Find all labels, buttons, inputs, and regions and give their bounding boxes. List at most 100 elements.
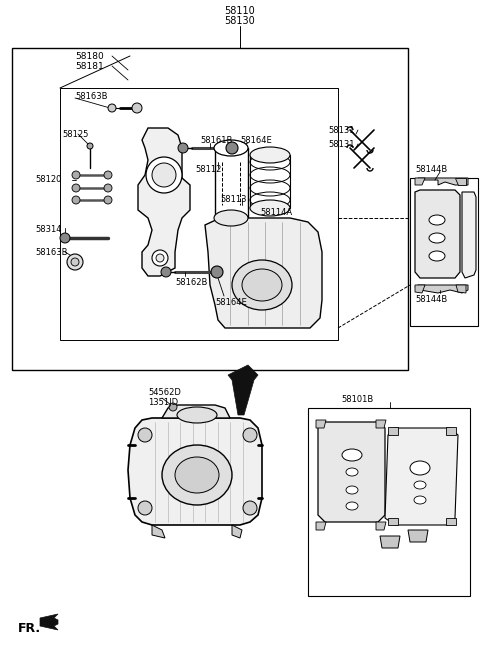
Ellipse shape [162, 445, 232, 505]
Text: 58114A: 58114A [260, 208, 292, 217]
Text: 58180: 58180 [75, 52, 104, 61]
Polygon shape [415, 285, 468, 293]
Polygon shape [415, 190, 460, 278]
Text: 1351JD: 1351JD [148, 398, 178, 407]
Circle shape [226, 142, 238, 154]
Circle shape [178, 143, 188, 153]
Polygon shape [446, 427, 456, 435]
Polygon shape [376, 420, 386, 428]
Bar [308, 408, 470, 596]
Circle shape [243, 501, 257, 515]
Circle shape [104, 171, 112, 179]
Polygon shape [380, 536, 400, 548]
Circle shape [67, 254, 83, 270]
Text: 58110: 58110 [225, 6, 255, 16]
Polygon shape [456, 285, 466, 293]
Ellipse shape [429, 215, 445, 225]
Ellipse shape [346, 486, 358, 494]
Text: 58112: 58112 [195, 165, 221, 174]
Text: 58181: 58181 [75, 62, 104, 71]
Polygon shape [318, 422, 385, 522]
Text: 58125: 58125 [62, 130, 88, 139]
Polygon shape [152, 525, 165, 538]
Circle shape [72, 184, 80, 192]
Circle shape [152, 250, 168, 266]
Circle shape [104, 184, 112, 192]
Circle shape [60, 233, 70, 243]
Text: 58101B: 58101B [342, 395, 374, 404]
Circle shape [146, 157, 182, 193]
Ellipse shape [232, 260, 292, 310]
Circle shape [132, 103, 142, 113]
Circle shape [243, 428, 257, 442]
Polygon shape [408, 530, 428, 542]
Ellipse shape [429, 233, 445, 243]
Circle shape [72, 171, 80, 179]
Polygon shape [205, 218, 322, 328]
Text: 58164E: 58164E [215, 298, 247, 307]
Text: FR.: FR. [18, 622, 41, 635]
Circle shape [108, 104, 116, 112]
Ellipse shape [250, 200, 290, 216]
Ellipse shape [346, 468, 358, 476]
Text: 58163B: 58163B [35, 248, 68, 257]
Circle shape [152, 163, 176, 187]
Circle shape [87, 143, 93, 149]
Ellipse shape [214, 140, 248, 156]
Text: 58162B: 58162B [175, 278, 207, 287]
Text: 58144B: 58144B [415, 165, 447, 174]
Polygon shape [455, 178, 466, 185]
Bar [410, 178, 478, 326]
Text: 58161B: 58161B [200, 136, 232, 145]
Bar [12, 48, 408, 370]
Ellipse shape [346, 502, 358, 510]
Ellipse shape [342, 449, 362, 461]
Ellipse shape [414, 481, 426, 489]
Polygon shape [446, 518, 456, 525]
Text: 58120: 58120 [35, 175, 61, 184]
Ellipse shape [177, 407, 217, 423]
Text: 58164E: 58164E [240, 136, 272, 145]
Bar [60, 88, 338, 340]
Polygon shape [388, 427, 398, 435]
Polygon shape [128, 418, 262, 525]
Circle shape [71, 258, 79, 266]
Circle shape [138, 501, 152, 515]
Polygon shape [162, 405, 230, 418]
Ellipse shape [175, 457, 219, 493]
Text: 58131: 58131 [328, 140, 355, 149]
Polygon shape [415, 178, 425, 185]
Polygon shape [385, 428, 458, 525]
Text: 54562D: 54562D [148, 388, 181, 397]
Ellipse shape [429, 251, 445, 261]
Polygon shape [316, 522, 326, 530]
Polygon shape [388, 518, 398, 525]
Polygon shape [40, 614, 58, 630]
Ellipse shape [250, 147, 290, 163]
Circle shape [156, 254, 164, 262]
Circle shape [138, 428, 152, 442]
Polygon shape [415, 285, 425, 293]
Polygon shape [232, 525, 242, 538]
Ellipse shape [214, 210, 248, 226]
Text: 58163B: 58163B [75, 92, 108, 101]
Ellipse shape [414, 496, 426, 504]
Circle shape [169, 403, 177, 411]
Circle shape [192, 411, 202, 421]
Polygon shape [462, 192, 476, 278]
Polygon shape [316, 420, 326, 428]
Polygon shape [138, 128, 190, 276]
Text: 58130: 58130 [225, 16, 255, 26]
Ellipse shape [242, 269, 282, 301]
Polygon shape [376, 522, 386, 530]
Circle shape [72, 196, 80, 204]
Polygon shape [418, 178, 468, 185]
Text: 58314: 58314 [35, 225, 61, 234]
Ellipse shape [410, 461, 430, 475]
Circle shape [161, 267, 171, 277]
Text: 58131: 58131 [328, 126, 355, 135]
Text: 58144B: 58144B [415, 295, 447, 304]
Text: 58113: 58113 [220, 195, 247, 204]
Circle shape [211, 266, 223, 278]
Circle shape [104, 196, 112, 204]
